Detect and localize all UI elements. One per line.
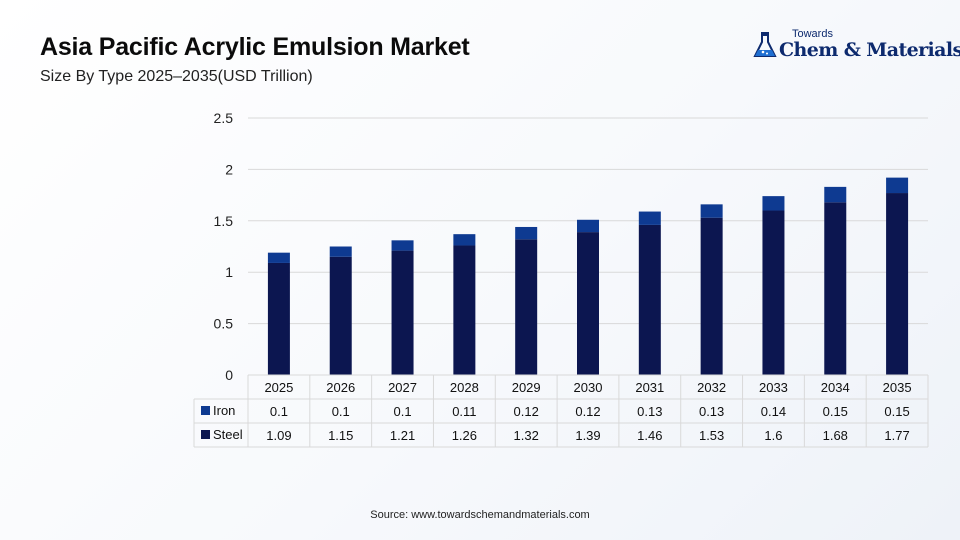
data-label: 0.13 — [699, 404, 724, 419]
bar-iron — [762, 196, 785, 211]
bar-steel — [638, 224, 661, 375]
bar-iron — [453, 234, 476, 246]
source-note: Source: www.towardschemandmaterials.com — [370, 509, 590, 521]
data-label: 0.13 — [637, 404, 662, 419]
bar-iron — [700, 204, 723, 218]
x-tick-label: 2034 — [821, 380, 850, 395]
data-label: 0.15 — [884, 404, 909, 419]
legend-label-iron: Iron — [213, 403, 235, 418]
bar-steel — [267, 262, 290, 375]
y-tick-label: 1.5 — [214, 213, 234, 229]
data-label: 0.11 — [452, 404, 476, 419]
legend-swatch-steel — [201, 430, 210, 439]
bar-steel — [700, 217, 723, 375]
legend-label-steel: Steel — [213, 427, 243, 442]
x-tick-label: 2030 — [574, 380, 603, 395]
bar-steel — [762, 210, 785, 375]
y-tick-label: 1 — [225, 264, 233, 280]
x-tick-label: 2032 — [697, 380, 726, 395]
brand-logo: Towards Chem & Materials — [752, 28, 960, 64]
bar-iron — [577, 219, 599, 233]
bar-steel — [577, 232, 599, 375]
flask-logo-icon — [753, 32, 777, 57]
data-label: 1.6 — [764, 428, 782, 443]
data-label: 0.12 — [514, 404, 539, 419]
bar-steel — [886, 193, 909, 375]
x-tick-label: 2027 — [388, 380, 417, 395]
bar-steel — [515, 239, 538, 375]
x-tick-label: 2033 — [759, 380, 788, 395]
bar-steel — [329, 256, 352, 375]
bar-steel — [453, 245, 476, 375]
y-tick-label: 0 — [225, 367, 233, 383]
chart-title: Asia Pacific Acrylic Emulsion Market — [40, 33, 470, 61]
data-label: 1.32 — [514, 428, 539, 443]
logo-small-text: Towards — [792, 28, 833, 40]
data-label: 0.12 — [575, 404, 600, 419]
data-label: 0.1 — [332, 404, 350, 419]
data-label: 1.53 — [699, 428, 724, 443]
data-label: 1.09 — [266, 428, 291, 443]
data-label: 1.68 — [823, 428, 848, 443]
data-label: 1.77 — [884, 428, 909, 443]
bar-iron — [329, 246, 352, 257]
data-label: 0.1 — [394, 404, 412, 419]
data-label: 1.15 — [328, 428, 353, 443]
bar-iron — [267, 252, 290, 263]
data-label: 0.1 — [270, 404, 288, 419]
x-tick-label: 2031 — [635, 380, 664, 395]
bar-iron — [824, 186, 847, 203]
bar-steel — [391, 250, 414, 375]
bar-steel — [824, 202, 847, 375]
chart-subtitle: Size By Type 2025–2035(USD Trillion) — [40, 68, 313, 85]
x-tick-label: 2035 — [883, 380, 912, 395]
data-label: 1.39 — [575, 428, 600, 443]
data-label: 1.26 — [452, 428, 477, 443]
y-tick-label: 2.5 — [214, 110, 234, 126]
legend-swatch-iron — [201, 406, 210, 415]
data-label: 0.15 — [823, 404, 848, 419]
y-tick-label: 0.5 — [214, 316, 234, 332]
bar-iron — [886, 177, 909, 194]
x-tick-label: 2029 — [512, 380, 541, 395]
x-tick-label: 2025 — [264, 380, 293, 395]
bar-iron — [391, 240, 414, 251]
logo-big-text: Chem & Materials — [779, 39, 960, 61]
x-tick-label: 2026 — [326, 380, 355, 395]
bar-iron — [638, 211, 661, 225]
y-tick-label: 2 — [225, 161, 233, 177]
bar-iron — [515, 226, 538, 240]
x-tick-label: 2028 — [450, 380, 479, 395]
data-label: 1.46 — [637, 428, 662, 443]
data-label: 0.14 — [761, 404, 786, 419]
data-label: 1.21 — [390, 428, 415, 443]
